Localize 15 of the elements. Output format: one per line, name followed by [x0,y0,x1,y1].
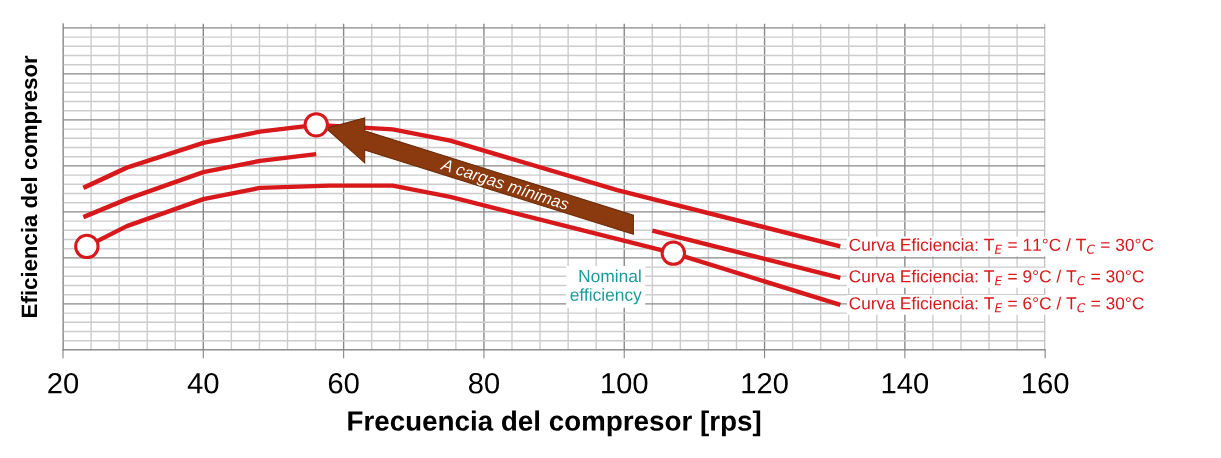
x-tick-label: 80 [468,372,500,394]
x-tick-label: 140 [882,372,929,394]
series-label: Curva Eficiencia: T$_{E}$ = 9°C / T$_{C}$ = 30°C [849,269,1144,286]
x-tick-label: 120 [742,372,788,394]
x-tick-label: 160 [1023,372,1069,394]
x-axis-title: Frecuencia del compresor [rps] [348,410,761,437]
annotation: A cargas mínimas [438,157,571,214]
annotation: Nominal efficiency [570,269,642,305]
x-tick-label: 100 [602,372,648,394]
x-tick-label: 20 [48,372,79,394]
y-axis-title: Eficiencia del compresor [20,55,42,317]
x-tick-label: 40 [187,372,219,394]
series-label: Curva Eficiencia: T$_{E}$ = 11°C / T$_{C}$ = 30°C [849,238,1154,254]
series-label: Curva Eficiencia: T$_{E}$ = 6°C / T$_{C}$ = 30°C [849,296,1144,313]
x-tick-label: 60 [328,372,359,394]
